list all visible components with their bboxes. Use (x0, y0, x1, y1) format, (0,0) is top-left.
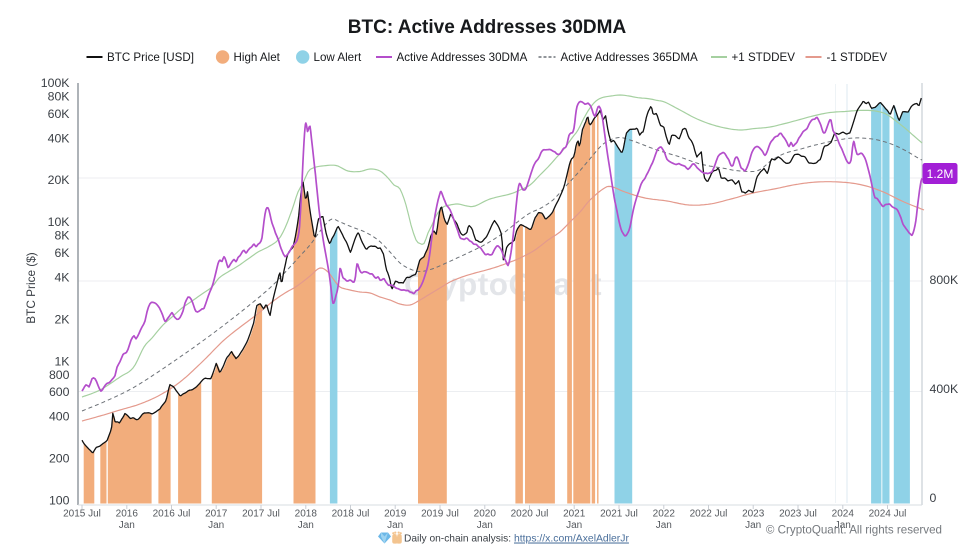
svg-text:+1 STDDEV: +1 STDDEV (732, 51, 796, 64)
svg-text:BTC Price [USD]: BTC Price [USD] (107, 51, 194, 64)
svg-text:60K: 60K (48, 107, 71, 121)
svg-text:1K: 1K (54, 354, 70, 368)
svg-text:0: 0 (930, 491, 937, 505)
svg-text:2020: 2020 (474, 509, 497, 520)
svg-text:© CryptoQuant. All rights rese: © CryptoQuant. All rights reserved (766, 524, 942, 537)
svg-text:Jan: Jan (745, 520, 761, 531)
svg-text:BTC Price ($): BTC Price ($) (24, 252, 38, 324)
svg-text:10K: 10K (48, 215, 71, 229)
svg-text:4K: 4K (54, 271, 70, 285)
svg-text:2019 Jul: 2019 Jul (421, 509, 459, 520)
svg-text:40K: 40K (48, 131, 71, 145)
svg-text:100K: 100K (41, 76, 71, 90)
svg-text:2022: 2022 (653, 509, 676, 520)
svg-text:2021 Jul: 2021 Jul (600, 509, 638, 520)
svg-text:2018: 2018 (295, 509, 318, 520)
svg-text:400K: 400K (930, 382, 960, 396)
svg-text:2023 Jul: 2023 Jul (779, 509, 817, 520)
svg-text:https://x.com/AxelAdlerJr: https://x.com/AxelAdlerJr (514, 534, 629, 545)
svg-text:2020 Jul: 2020 Jul (511, 509, 549, 520)
svg-text:Jan: Jan (477, 520, 493, 531)
svg-text:Jan: Jan (387, 520, 403, 531)
svg-text:80K: 80K (48, 89, 71, 103)
svg-text:200: 200 (49, 452, 70, 466)
svg-text:800K: 800K (930, 273, 960, 287)
svg-text:BTC: Active Addresses 30DMA: BTC: Active Addresses 30DMA (348, 17, 627, 38)
svg-text:Jan: Jan (835, 520, 851, 531)
svg-text:Low Alert: Low Alert (314, 51, 362, 64)
svg-text:20K: 20K (48, 173, 71, 187)
svg-text:800: 800 (49, 368, 70, 382)
svg-text:2017: 2017 (205, 509, 228, 520)
svg-text:1.2M: 1.2M (927, 167, 954, 181)
svg-text:2024: 2024 (832, 509, 855, 520)
svg-text:High Alet: High Alet (234, 51, 281, 64)
svg-text:600: 600 (49, 385, 70, 399)
svg-text:Jan: Jan (566, 520, 582, 531)
svg-text:2023: 2023 (742, 509, 765, 520)
svg-text:Jan: Jan (298, 520, 314, 531)
svg-text:400: 400 (49, 410, 70, 424)
svg-text:2019: 2019 (384, 509, 407, 520)
svg-text:2022 Jul: 2022 Jul (690, 509, 728, 520)
svg-text:Jan: Jan (656, 520, 672, 531)
svg-text:Active Addresses 30DMA: Active Addresses 30DMA (397, 51, 528, 64)
svg-text:-1 STDDEV: -1 STDDEV (827, 51, 888, 64)
svg-text:2K: 2K (54, 312, 70, 326)
svg-text:2016 Jul: 2016 Jul (153, 509, 191, 520)
svg-text:Daily on-chain analysis:: Daily on-chain analysis: (404, 534, 511, 545)
svg-text:8K: 8K (54, 229, 70, 243)
svg-text:2017 Jul: 2017 Jul (242, 509, 280, 520)
svg-text:6K: 6K (54, 246, 70, 260)
svg-text:2016: 2016 (116, 509, 139, 520)
svg-text:Jan: Jan (208, 520, 224, 531)
svg-text:2021: 2021 (563, 509, 586, 520)
svg-text:100: 100 (49, 494, 70, 508)
svg-text:2015 Jul: 2015 Jul (63, 509, 101, 520)
svg-text:2024 Jul: 2024 Jul (869, 509, 907, 520)
svg-text:2018 Jul: 2018 Jul (332, 509, 370, 520)
svg-text:Jan: Jan (119, 520, 135, 531)
svg-text:Active Addresses 365DMA: Active Addresses 365DMA (561, 51, 699, 64)
